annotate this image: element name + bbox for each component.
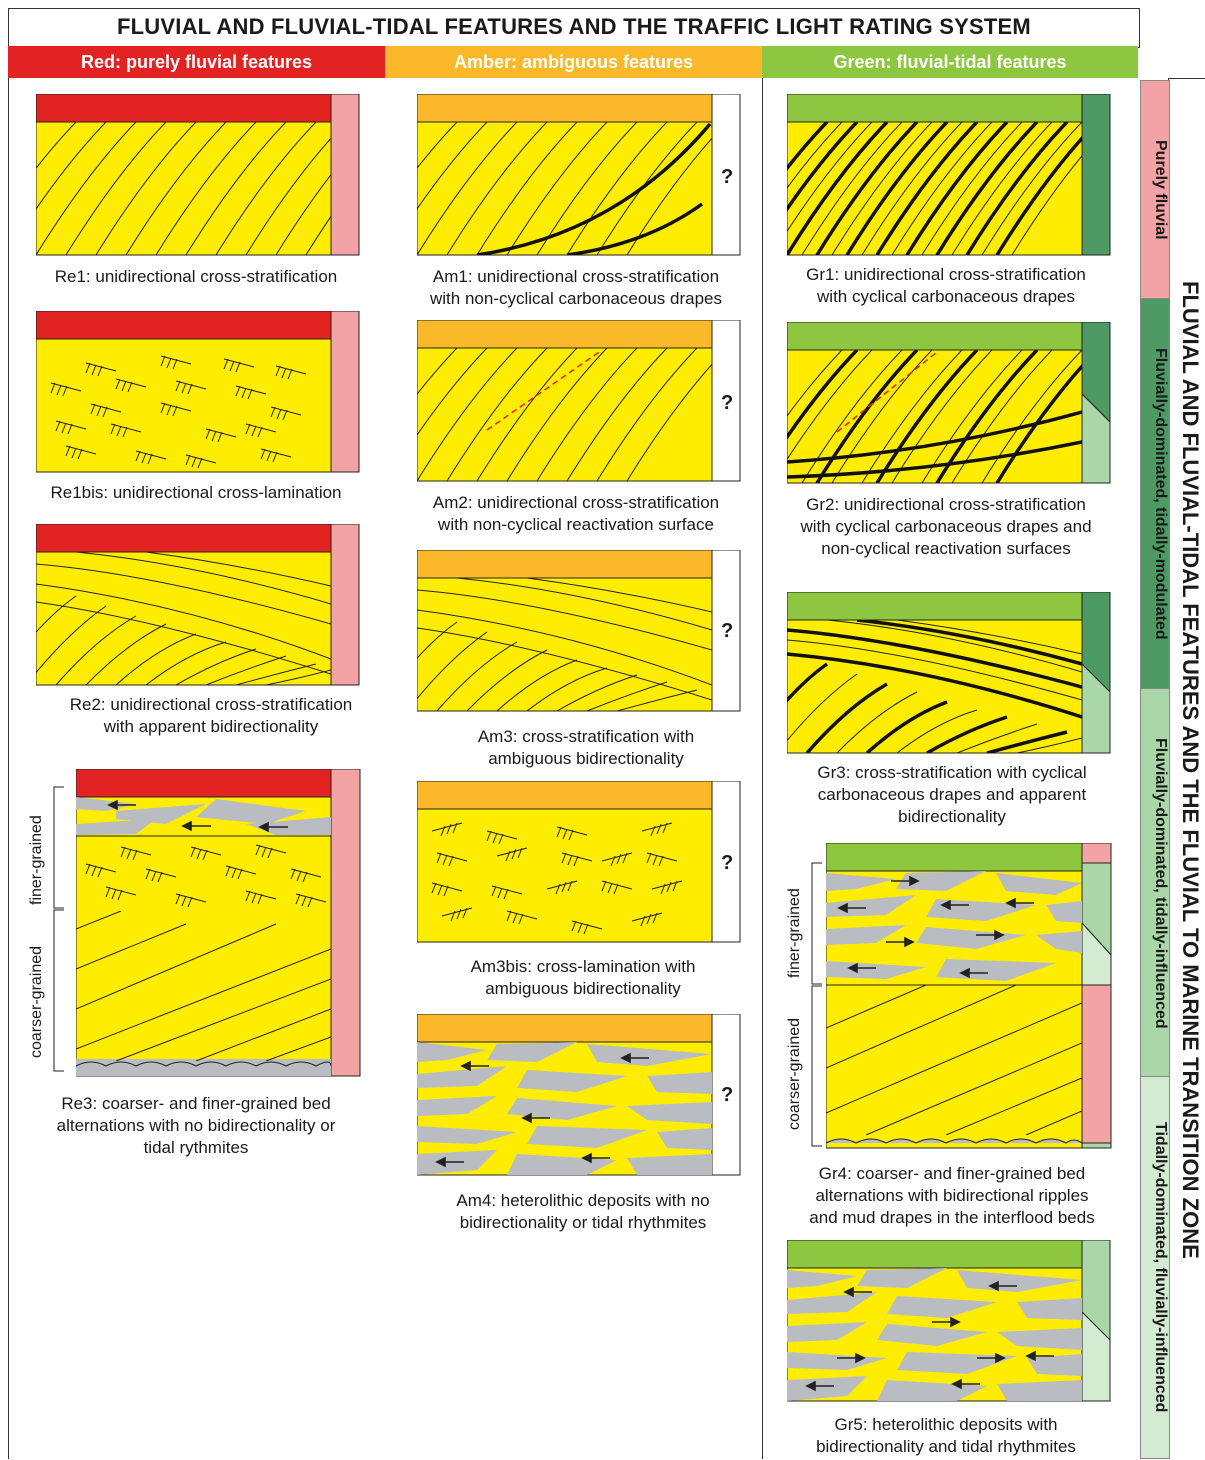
figure-title: FLUVIAL AND FLUVIAL-TIDAL FEATURES AND T…: [117, 14, 1031, 39]
am4-diagram: [417, 1014, 741, 1176]
carbonaceous-drapes: [787, 620, 1082, 753]
question-mark: ?: [721, 1084, 734, 1106]
gr4-grain-brackets: [811, 862, 822, 1147]
ripple-laminae: [50, 355, 307, 469]
caption-am4: Am4: heterolithic deposits with no bidire…: [456, 1191, 710, 1232]
caption-am2: Am2: unidirectional cross-stratification…: [432, 493, 720, 534]
panel-am3: [417, 550, 741, 712]
panel-gr4: [826, 843, 1112, 1149]
caption-gr1: Gr1: unidirectional cross-stratification…: [806, 265, 1086, 306]
gr1-diagram: [787, 94, 1111, 256]
am2-diagram: [417, 320, 741, 482]
cross-strata: [36, 122, 331, 255]
cross-strata: [76, 911, 331, 1061]
re3-grain-brackets: [53, 786, 64, 1072]
re2-diagram: [36, 524, 360, 686]
gr5-diagram: [787, 1240, 1111, 1402]
carbonaceous-drapes: [787, 350, 1082, 483]
frame-line: [1168, 78, 1205, 79]
carbonaceous-drapes: [787, 122, 1082, 255]
am3-diagram: [417, 550, 741, 712]
panel-re1bis: [36, 311, 360, 473]
paleocurrent-arrows: [805, 1280, 1054, 1392]
gr2-diagram: [787, 322, 1111, 484]
am3bis-diagram: [417, 781, 741, 943]
panel-gr5: [787, 1240, 1111, 1402]
cross-strata: [417, 122, 712, 255]
reactivation-surface: [836, 351, 938, 433]
mud-drapes: [76, 797, 331, 1076]
zone-purely-fluvial: Purely fluvial: [1140, 80, 1170, 300]
cross-strata: [826, 985, 1082, 1135]
cross-strata: [417, 578, 712, 711]
am1-diagram: [417, 94, 741, 256]
question-mark: ?: [721, 620, 734, 642]
cross-strata: [36, 552, 331, 685]
panel-gr1: [787, 94, 1111, 256]
panel-re3: [76, 769, 361, 1077]
gr4-diagram: [826, 843, 1112, 1149]
paleocurrent-arrows: [837, 875, 1034, 979]
panel-re1: [36, 94, 360, 256]
caption-gr2: Gr2: unidirectional cross-stratification…: [800, 495, 1092, 558]
re1-diagram: [36, 94, 360, 256]
cross-strata: [787, 122, 1082, 255]
ripple-laminae: [85, 844, 327, 908]
mud-drapes: [787, 1268, 1082, 1401]
label-finer-grained-gr4: finer-grained: [786, 888, 803, 978]
caption-gr3: Gr3: cross-stratification with cyclical c…: [817, 763, 1087, 826]
zone-fluvially-dominated-tidally-modulated: Fluvially-dominated, tidally-modulated: [1140, 298, 1170, 690]
caption-re1: Re1: unidirectional cross-stratification: [54, 267, 338, 286]
cross-strata: [787, 350, 1082, 483]
zone-tidally-dominated-fluvially-influenced: Tidally-dominated, fluvially-influenced: [1140, 1076, 1170, 1459]
panel-re2: [36, 524, 360, 686]
panel-am4: [417, 1014, 741, 1176]
panel-gr2: [787, 322, 1111, 484]
cross-strata: [787, 620, 1082, 753]
caption-re1bis: Re1bis: unidirectional cross-lamination: [50, 483, 342, 502]
panel-am3bis: [417, 781, 741, 943]
label-coarser-grained-gr4: coarser-grained: [786, 1017, 803, 1130]
caption-gr5: Gr5: heterolithic deposits with bidirecti…: [816, 1415, 1076, 1456]
question-mark: ?: [721, 166, 734, 188]
ripple-laminae: [431, 822, 683, 935]
caption-am1: Am1: unidirectional cross-stratification…: [430, 267, 722, 308]
cross-strata: [417, 348, 712, 481]
caption-am3bis: Am3bis: cross-lamination with ambiguous b…: [470, 957, 696, 998]
column-divider: [762, 78, 763, 1459]
header-amber: Amber: ambiguous features: [385, 46, 762, 78]
side-title: FLUVIAL AND FLUVIAL-TIDAL FEATURES AND T…: [1178, 281, 1203, 1259]
caption-re3: Re3: coarser- and finer-grained bed alter…: [56, 1094, 336, 1157]
re3-diagram: [76, 769, 361, 1077]
panel-am2: [417, 320, 741, 482]
gr3-diagram: [787, 592, 1111, 754]
question-mark: ?: [721, 392, 734, 414]
question-mark: ?: [721, 852, 734, 874]
header-green: Green: fluvial-tidal features: [762, 46, 1138, 78]
caption-am3: Am3: cross-stratification with ambiguous …: [477, 727, 695, 768]
header-red: Red: purely fluvial features: [8, 46, 385, 78]
zone-fluvially-dominated-tidally-influenced: Fluvially-dominated, tidally-influenced: [1140, 688, 1170, 1078]
column-divider: [8, 78, 9, 1459]
paleocurrent-arrows: [435, 1052, 649, 1168]
re1bis-diagram: [36, 311, 360, 473]
reactivation-surface: [486, 349, 603, 431]
label-finer-grained-re3: finer-grained: [28, 815, 45, 905]
label-coarser-grained-re3: coarser-grained: [28, 945, 45, 1058]
caption-re2: Re2: unidirectional cross-stratification…: [69, 695, 353, 736]
panel-gr3: [787, 592, 1111, 754]
caption-gr4: Gr4: coarser- and finer-grained bed alter…: [809, 1164, 1095, 1227]
paleocurrent-arrows: [107, 799, 288, 833]
panel-am1: [417, 94, 741, 256]
carbonaceous-drapes: [476, 122, 712, 255]
frame-line: [8, 8, 1140, 48]
